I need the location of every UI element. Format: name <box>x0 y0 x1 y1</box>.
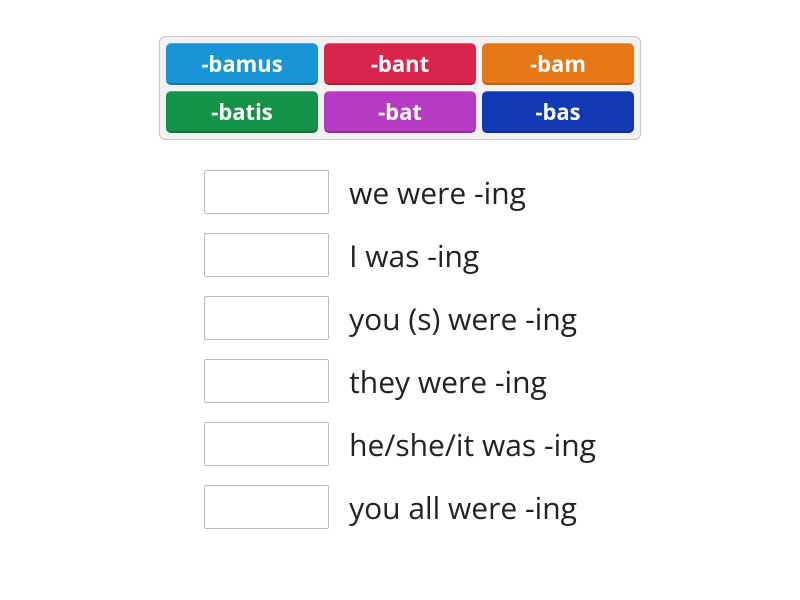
drop-slot-3[interactable] <box>204 359 329 403</box>
drop-slot-1[interactable] <box>204 233 329 277</box>
answer-row: they were -ing <box>204 359 596 403</box>
answer-row: he/she/it was -ing <box>204 422 596 466</box>
answer-list: we were -ing I was -ing you (s) were -in… <box>204 170 596 529</box>
drop-slot-5[interactable] <box>204 485 329 529</box>
tile-batis[interactable]: -batis <box>166 91 318 133</box>
prompt-text: we were -ing <box>349 172 526 213</box>
drop-slot-0[interactable] <box>204 170 329 214</box>
tile-tray: -bamus -bant -bam -batis -bat -bas <box>159 36 641 140</box>
answer-row: we were -ing <box>204 170 596 214</box>
tile-bat[interactable]: -bat <box>324 91 476 133</box>
prompt-text: you (s) were -ing <box>349 298 577 339</box>
answer-row: you all were -ing <box>204 485 596 529</box>
tile-bas[interactable]: -bas <box>482 91 634 133</box>
tile-bam[interactable]: -bam <box>482 43 634 85</box>
drop-slot-4[interactable] <box>204 422 329 466</box>
tile-bamus[interactable]: -bamus <box>166 43 318 85</box>
answer-row: you (s) were -ing <box>204 296 596 340</box>
tile-bant[interactable]: -bant <box>324 43 476 85</box>
prompt-text: he/she/it was -ing <box>349 424 596 465</box>
drop-slot-2[interactable] <box>204 296 329 340</box>
answer-row: I was -ing <box>204 233 596 277</box>
prompt-text: you all were -ing <box>349 487 577 528</box>
prompt-text: I was -ing <box>349 235 479 276</box>
prompt-text: they were -ing <box>349 361 547 402</box>
